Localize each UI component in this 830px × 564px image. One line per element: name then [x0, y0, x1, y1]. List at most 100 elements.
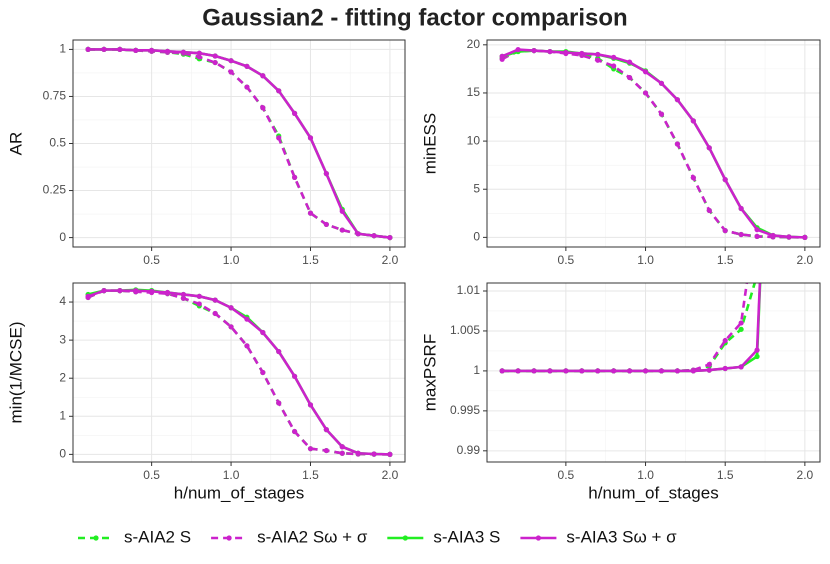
- plot: [85, 46, 393, 241]
- point: [754, 233, 760, 240]
- point: [164, 48, 171, 54]
- series-line: [88, 48, 391, 239]
- title: Gaussian2 - fitting factor comparison: [202, 4, 627, 31]
- plot: [85, 287, 393, 457]
- x-tick-label: 1.5: [717, 253, 734, 267]
- point: [196, 50, 202, 56]
- x-tick-label: 1.0: [223, 468, 240, 482]
- point: [260, 105, 266, 111]
- x-tick-label: 1.0: [637, 253, 654, 267]
- point: [611, 54, 617, 60]
- point: [627, 368, 633, 374]
- point: [85, 293, 91, 299]
- point: [339, 444, 345, 450]
- point: [276, 135, 282, 141]
- point: [515, 47, 521, 53]
- point: [802, 234, 808, 240]
- point: [706, 145, 712, 151]
- point: [515, 368, 521, 374]
- point: [738, 205, 744, 212]
- point: [164, 289, 171, 296]
- point: [276, 348, 282, 355]
- y-tick-label: 5: [473, 181, 480, 195]
- point: [339, 227, 345, 233]
- x-tick-label: 0.5: [558, 468, 575, 482]
- point: [642, 69, 649, 75]
- y-axis-title: AR: [6, 132, 25, 156]
- point: [149, 47, 155, 53]
- y-tick-label: 1: [59, 408, 66, 422]
- point: [627, 74, 633, 81]
- x-axis-title: h/num_of_stages: [174, 483, 304, 502]
- series-line: [501, 48, 805, 239]
- point: [738, 320, 744, 326]
- point: [291, 373, 298, 379]
- point: [595, 51, 601, 58]
- x-tick-label: 1.0: [637, 468, 654, 482]
- point: [244, 343, 250, 349]
- point: [658, 368, 665, 374]
- y-tick-label: 0.5: [49, 136, 66, 150]
- point: [722, 337, 728, 344]
- x-tick-label: 1.5: [302, 468, 319, 482]
- point: [371, 451, 377, 457]
- point: [499, 53, 505, 59]
- legend-label: s-AIA2 Sω + σ: [257, 527, 368, 546]
- point: [563, 368, 569, 374]
- point: [690, 118, 696, 124]
- plot: [499, 283, 762, 374]
- point: [754, 353, 760, 360]
- point: [706, 207, 712, 214]
- point: [212, 59, 218, 66]
- point: [323, 221, 329, 228]
- point: [291, 110, 298, 116]
- point: [212, 53, 218, 59]
- y-tick-label: 20: [467, 37, 481, 51]
- point: [244, 63, 250, 69]
- point: [738, 364, 744, 370]
- point: [149, 288, 155, 294]
- point: [323, 171, 329, 177]
- y-tick-label: 1: [59, 42, 66, 56]
- y-tick-label: 0: [59, 447, 66, 461]
- point: [307, 135, 314, 141]
- x-tick-label: 0.5: [143, 253, 160, 267]
- y-tick-label: 10: [467, 133, 481, 147]
- x-tick-label: 1.5: [302, 253, 319, 267]
- y-axis-title: maxPSRF: [420, 334, 439, 411]
- point: [180, 295, 187, 301]
- legend-point: [402, 535, 408, 541]
- point: [531, 368, 537, 374]
- y-tick-label: 0.99: [457, 443, 481, 457]
- y-axis-title: min(1/MCSE): [6, 321, 25, 423]
- x-tick-label: 2.0: [382, 468, 399, 482]
- legend-label: s-AIA3 Sω + σ: [566, 527, 677, 546]
- point: [547, 368, 553, 374]
- legend-point: [535, 535, 542, 541]
- point: [117, 46, 123, 53]
- legend-label: s-AIA3 S: [433, 527, 500, 546]
- legend-label: s-AIA2 S: [124, 527, 191, 546]
- panel-border: [72, 282, 406, 463]
- point: [260, 369, 266, 376]
- point: [307, 402, 314, 408]
- legend: s-AIA2 S s-AIA2 Sω + σ s-AIA3 S s-AIA3 Sω +…: [78, 527, 677, 546]
- point: [323, 447, 329, 454]
- point: [579, 50, 585, 57]
- point: [212, 310, 218, 317]
- point: [260, 329, 266, 336]
- point: [291, 428, 298, 435]
- x-tick-label: 0.5: [558, 253, 575, 267]
- point: [196, 54, 202, 60]
- point: [212, 297, 218, 303]
- point: [244, 316, 250, 322]
- panel-border: [72, 39, 406, 248]
- x-tick-label: 2.0: [797, 253, 814, 267]
- point: [244, 84, 250, 90]
- point: [754, 347, 760, 353]
- x-tick-label: 1.0: [223, 253, 240, 267]
- point: [323, 427, 329, 433]
- y-tick-label: 1.005: [450, 323, 480, 337]
- point: [228, 58, 234, 64]
